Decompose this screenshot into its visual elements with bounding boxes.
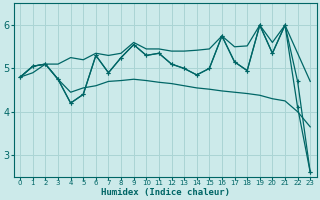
X-axis label: Humidex (Indice chaleur): Humidex (Indice chaleur): [101, 188, 230, 197]
